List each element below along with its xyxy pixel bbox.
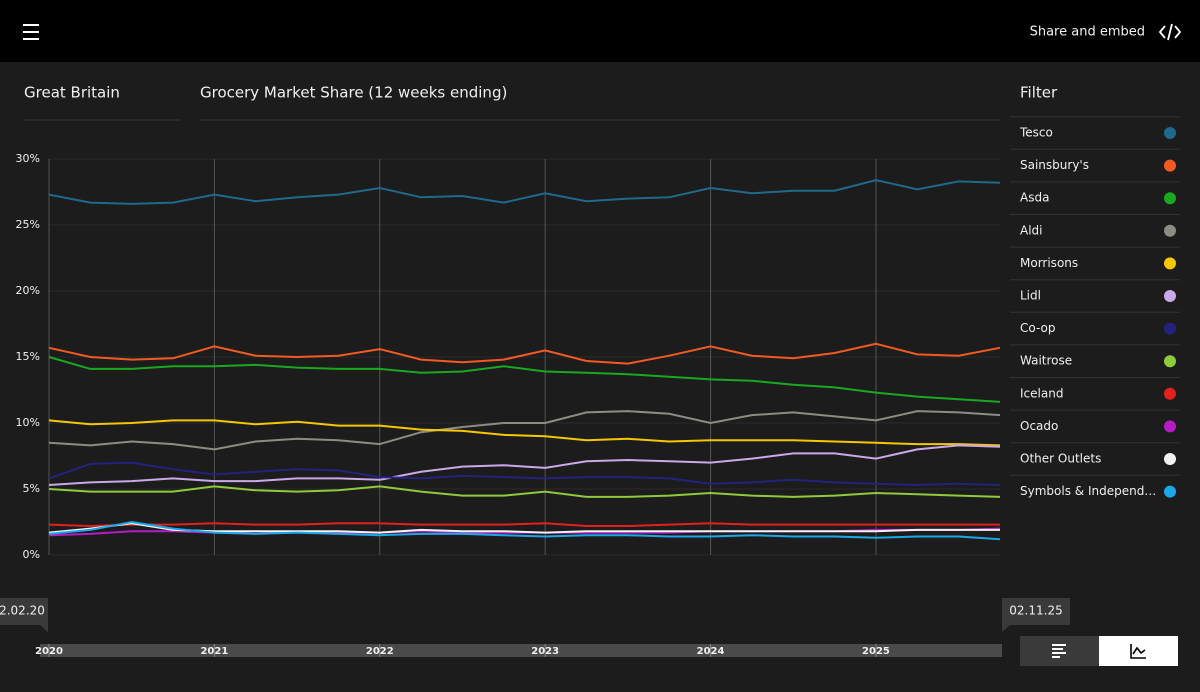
bar-view-button[interactable]	[1020, 636, 1099, 666]
legend-swatch[interactable]	[1164, 420, 1176, 433]
y-tick-label: 10%	[16, 416, 40, 429]
chart-title: Grocery Market Share (12 weeks ending)	[200, 84, 507, 102]
line-icon	[1130, 644, 1146, 659]
embed-icon[interactable]	[1158, 23, 1182, 41]
series-line	[48, 410, 1001, 451]
legend-label[interactable]: Iceland	[1020, 386, 1063, 400]
legend-swatch[interactable]	[1164, 290, 1176, 302]
y-tick-label: 25%	[16, 218, 40, 231]
legend-label[interactable]: Asda	[1020, 191, 1049, 205]
x-tick-label: 2023	[531, 646, 559, 657]
filter-title: Filter	[1020, 84, 1058, 102]
legend-swatch[interactable]	[1164, 485, 1176, 498]
legend-swatch[interactable]	[1164, 159, 1176, 172]
share-link[interactable]: Share and embed	[1030, 25, 1145, 40]
series-line	[48, 356, 1001, 403]
y-tick-label: 30%	[16, 152, 40, 165]
x-tick-label: 2025	[862, 646, 890, 657]
y-tick-label: 5%	[23, 482, 40, 495]
y-tick-label: 20%	[16, 284, 40, 297]
legend-label[interactable]: Tesco	[1019, 126, 1053, 140]
x-tick-label: 2024	[697, 646, 725, 657]
x-tick-label: 2020	[35, 646, 63, 657]
range-start-label: 2.02.20	[0, 604, 45, 618]
bar-icon	[1052, 644, 1066, 658]
region-label: Great Britain	[24, 84, 120, 102]
series-line	[48, 444, 1001, 486]
top-bar	[0, 0, 1200, 62]
legend-swatch[interactable]	[1164, 322, 1176, 335]
series-line	[48, 419, 1001, 447]
series-line	[48, 485, 1001, 498]
legend-swatch[interactable]	[1164, 387, 1176, 400]
legend-label[interactable]: Ocado	[1020, 419, 1058, 433]
series-line	[48, 179, 1001, 205]
legend-label[interactable]: Morrisons	[1020, 256, 1078, 270]
range-end[interactable]: 02.11.25	[1002, 598, 1070, 632]
series-line	[48, 522, 1000, 528]
series-line	[48, 520, 1001, 541]
legend-swatch[interactable]	[1164, 224, 1176, 237]
legend-swatch[interactable]	[1164, 257, 1176, 270]
legend-label[interactable]: Waitrose	[1020, 354, 1072, 368]
range-slider[interactable]	[40, 644, 1002, 657]
legend-swatch[interactable]	[1164, 127, 1176, 139]
series-line	[48, 461, 1001, 487]
legend-label[interactable]: Co-op	[1020, 321, 1055, 335]
menu-button[interactable]	[23, 24, 39, 40]
range-start[interactable]: 2.02.20	[0, 598, 48, 632]
x-tick-label: 2021	[200, 646, 228, 657]
legend-label[interactable]: Aldi	[1020, 223, 1043, 237]
legend-swatch[interactable]	[1164, 355, 1176, 368]
range-end-label: 02.11.25	[1009, 604, 1062, 618]
legend-label[interactable]: Lidl	[1020, 289, 1041, 303]
legend-label[interactable]: Other Outlets	[1020, 452, 1101, 466]
y-tick-label: 0%	[23, 548, 40, 561]
x-tick-label: 2022	[366, 646, 394, 657]
legend-label[interactable]: Symbols & Independ…	[1020, 484, 1156, 498]
y-tick-label: 15%	[16, 350, 40, 363]
legend-label[interactable]: Sainsbury's	[1020, 158, 1089, 172]
legend-swatch[interactable]	[1164, 192, 1176, 205]
legend-swatch[interactable]	[1164, 453, 1176, 465]
series-line	[48, 342, 1001, 365]
